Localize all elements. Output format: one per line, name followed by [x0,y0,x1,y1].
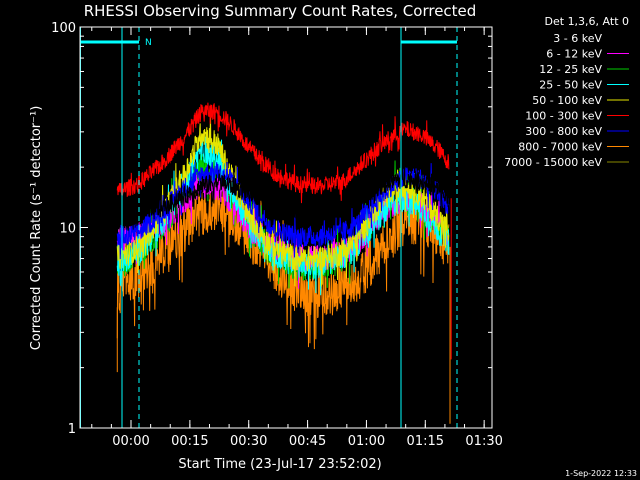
y-tick-label: 10 [59,222,76,237]
x-tick-label: 01:00 [348,434,385,449]
legend-entry-label: 6 - 12 keV [546,48,602,61]
legend-entry-label: 3 - 6 keV [553,32,602,45]
legend-entry-label: 25 - 50 keV [539,79,602,92]
chart-title: RHESSI Observing Summary Count Rates, Co… [84,2,477,20]
y-axis-label: Corrected Count Rate (s⁻¹ detector⁻¹) [29,106,44,351]
y-tick-label: 100 [51,21,76,36]
axes: 00:00 00:15 00:30 00:45 01:00 01:15 01:30 1 10 10… [51,21,503,449]
x-tick-label: 00:30 [230,434,267,449]
data-traces [116,102,452,424]
series-trace [116,163,450,230]
legend-entry-label: 800 - 7000 keV [518,141,602,154]
render-timestamp: 1-Sep-2022 12:33 [565,469,637,478]
series-trace [116,102,450,204]
x-tick-label: 00:00 [112,434,149,449]
legend-entry-label: 12 - 25 keV [539,63,602,76]
legend-entry-label: 7000 - 15000 keV [504,156,602,169]
x-tick-label: 00:15 [171,434,208,449]
x-tick-label: 01:30 [465,434,502,449]
y-tick-label: 1 [68,422,76,437]
night-label: N [145,38,152,48]
x-tick-label: 01:15 [407,434,444,449]
x-axis-label: Start Time (23-Jul-17 23:52:02) [178,457,381,472]
legend-title: Det 1,3,6, Att 0 [545,15,629,28]
x-tick-label: 00:45 [289,434,326,449]
legend: Det 1,3,6, Att 0 3 - 6 keV 6 - 12 keV 12 -… [504,15,629,169]
legend-entry-label: 300 - 800 keV [525,125,602,138]
legend-entry-label: 50 - 100 keV [532,94,602,107]
legend-entry-label: 100 - 300 keV [525,110,602,123]
